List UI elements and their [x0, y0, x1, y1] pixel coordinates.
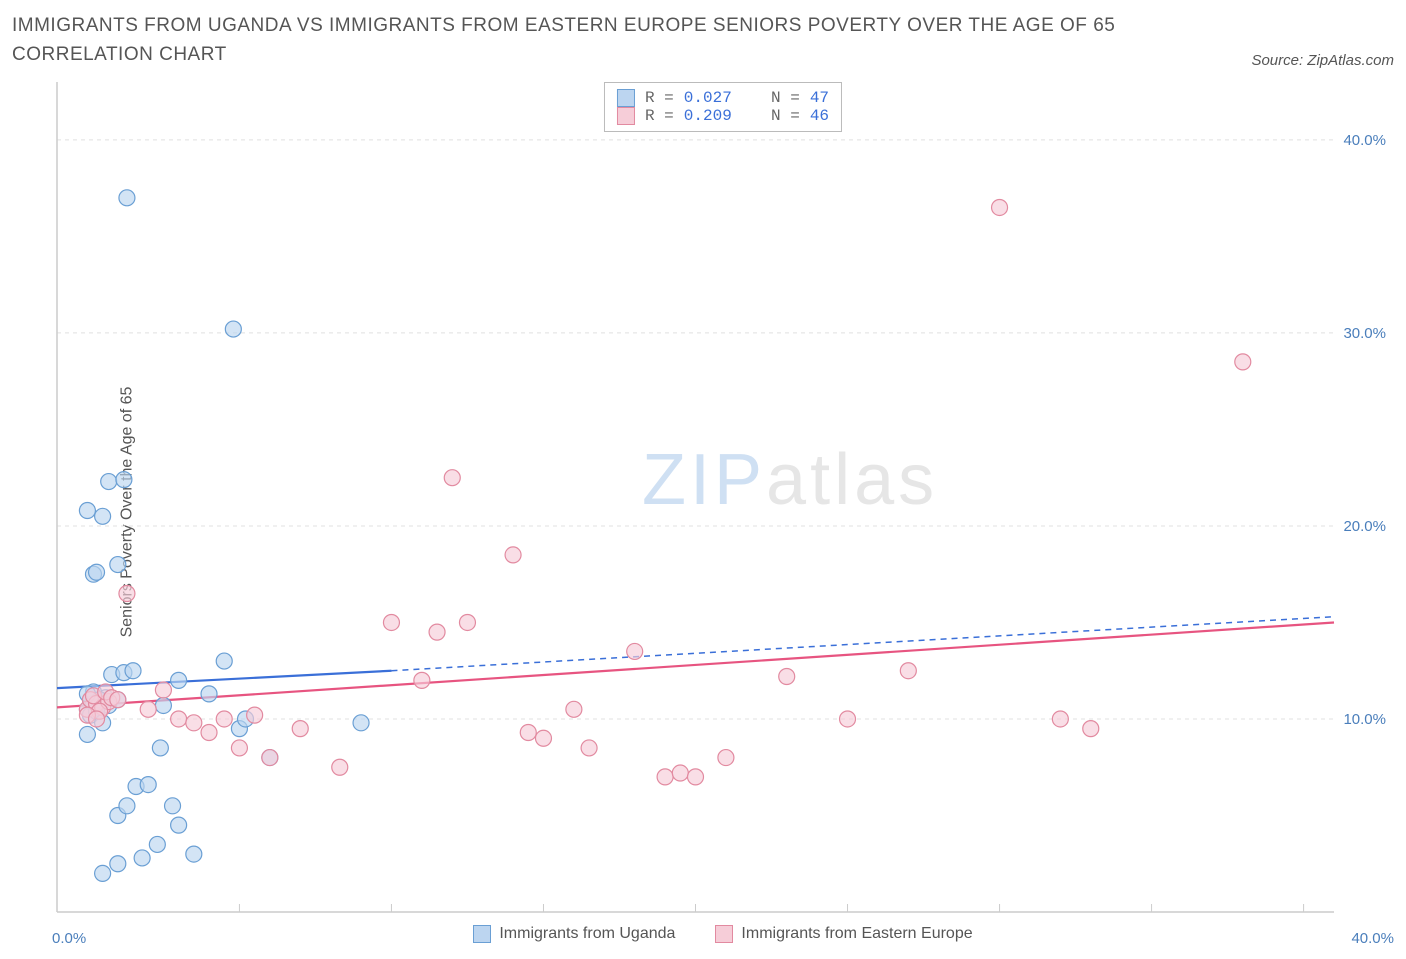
swatch-icon — [715, 925, 733, 943]
svg-text:40.0%: 40.0% — [1343, 132, 1386, 149]
swatch-icon — [473, 925, 491, 943]
chart-title: IMMIGRANTS FROM UGANDA VS IMMIGRANTS FRO… — [12, 12, 1162, 69]
svg-text:10.0%: 10.0% — [1343, 711, 1386, 728]
legend-item: Immigrants from Eastern Europe — [715, 925, 972, 943]
swatch-icon — [617, 107, 635, 125]
plot-area: 10.0%20.0%30.0%40.0% ZIPatlas R = 0.027 … — [52, 77, 1394, 917]
svg-text:30.0%: 30.0% — [1343, 325, 1386, 342]
stats-legend: R = 0.027 N = 47R = 0.209 N = 46 — [604, 82, 842, 132]
header: IMMIGRANTS FROM UGANDA VS IMMIGRANTS FRO… — [12, 12, 1394, 69]
source-credit: Source: ZipAtlas.com — [1251, 52, 1394, 69]
legend-item: Immigrants from Uganda — [473, 925, 675, 943]
series-legend: Immigrants from Uganda Immigrants from Ea… — [52, 921, 1394, 947]
swatch-icon — [617, 89, 635, 107]
svg-text:20.0%: 20.0% — [1343, 518, 1386, 535]
chart-container: Seniors Poverty Over the Age of 65 10.0%… — [12, 77, 1394, 947]
stats-row: R = 0.209 N = 46 — [617, 107, 829, 125]
stats-row: R = 0.027 N = 47 — [617, 89, 829, 107]
scatter-plot: 10.0% 20.0% 30.0% 40.0% — [52, 77, 1394, 917]
